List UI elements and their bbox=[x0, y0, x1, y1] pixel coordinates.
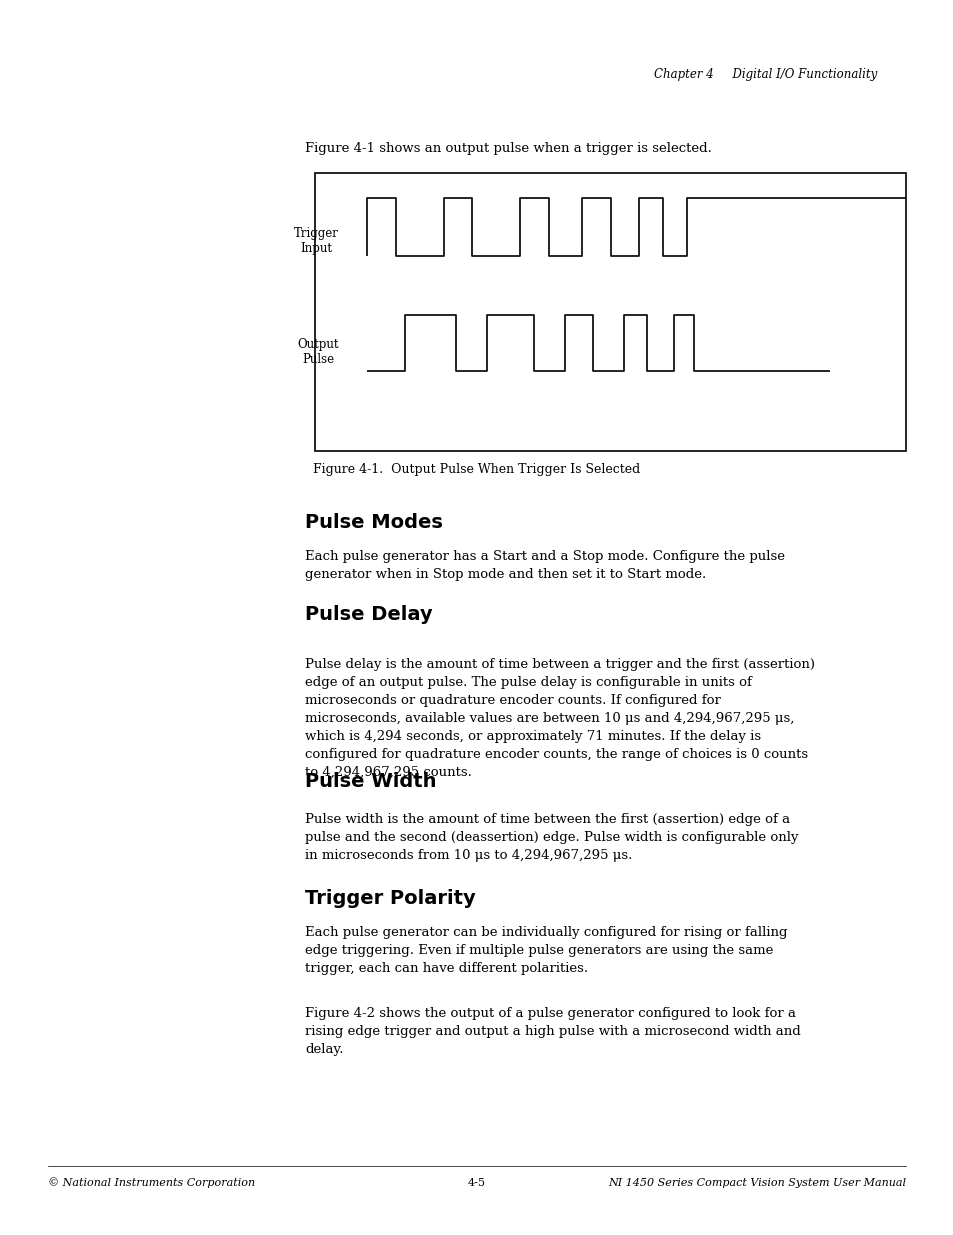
Text: Figure 4-1 shows an output pulse when a trigger is selected.: Figure 4-1 shows an output pulse when a … bbox=[305, 142, 711, 156]
Text: Trigger
Input: Trigger Input bbox=[294, 227, 338, 254]
Text: Chapter 4     Digital I/O Functionality: Chapter 4 Digital I/O Functionality bbox=[654, 68, 877, 82]
Text: 4-5: 4-5 bbox=[468, 1178, 485, 1188]
Text: © National Instruments Corporation: © National Instruments Corporation bbox=[48, 1177, 254, 1188]
Text: Output
Pulse: Output Pulse bbox=[296, 338, 338, 366]
Text: Figure 4-2 shows the output of a pulse generator configured to look for a
rising: Figure 4-2 shows the output of a pulse g… bbox=[305, 1007, 801, 1056]
Text: Pulse width is the amount of time between the first (assertion) edge of a
pulse : Pulse width is the amount of time betwee… bbox=[305, 813, 798, 862]
Text: Pulse Modes: Pulse Modes bbox=[305, 513, 443, 531]
Text: NI 1450 Series Compact Vision System User Manual: NI 1450 Series Compact Vision System Use… bbox=[608, 1178, 905, 1188]
Text: Pulse Width: Pulse Width bbox=[305, 772, 436, 790]
Text: Trigger Polarity: Trigger Polarity bbox=[305, 889, 476, 908]
Text: Pulse delay is the amount of time between a trigger and the first (assertion)
ed: Pulse delay is the amount of time betwee… bbox=[305, 658, 815, 779]
Text: Pulse Delay: Pulse Delay bbox=[305, 605, 433, 624]
Bar bbox=[314, 173, 905, 451]
Text: Each pulse generator can be individually configured for rising or falling
edge t: Each pulse generator can be individually… bbox=[305, 926, 787, 976]
Text: Figure 4-1.  Output Pulse When Trigger Is Selected: Figure 4-1. Output Pulse When Trigger Is… bbox=[313, 463, 640, 477]
Text: Each pulse generator has a Start and a Stop mode. Configure the pulse
generator : Each pulse generator has a Start and a S… bbox=[305, 550, 784, 580]
